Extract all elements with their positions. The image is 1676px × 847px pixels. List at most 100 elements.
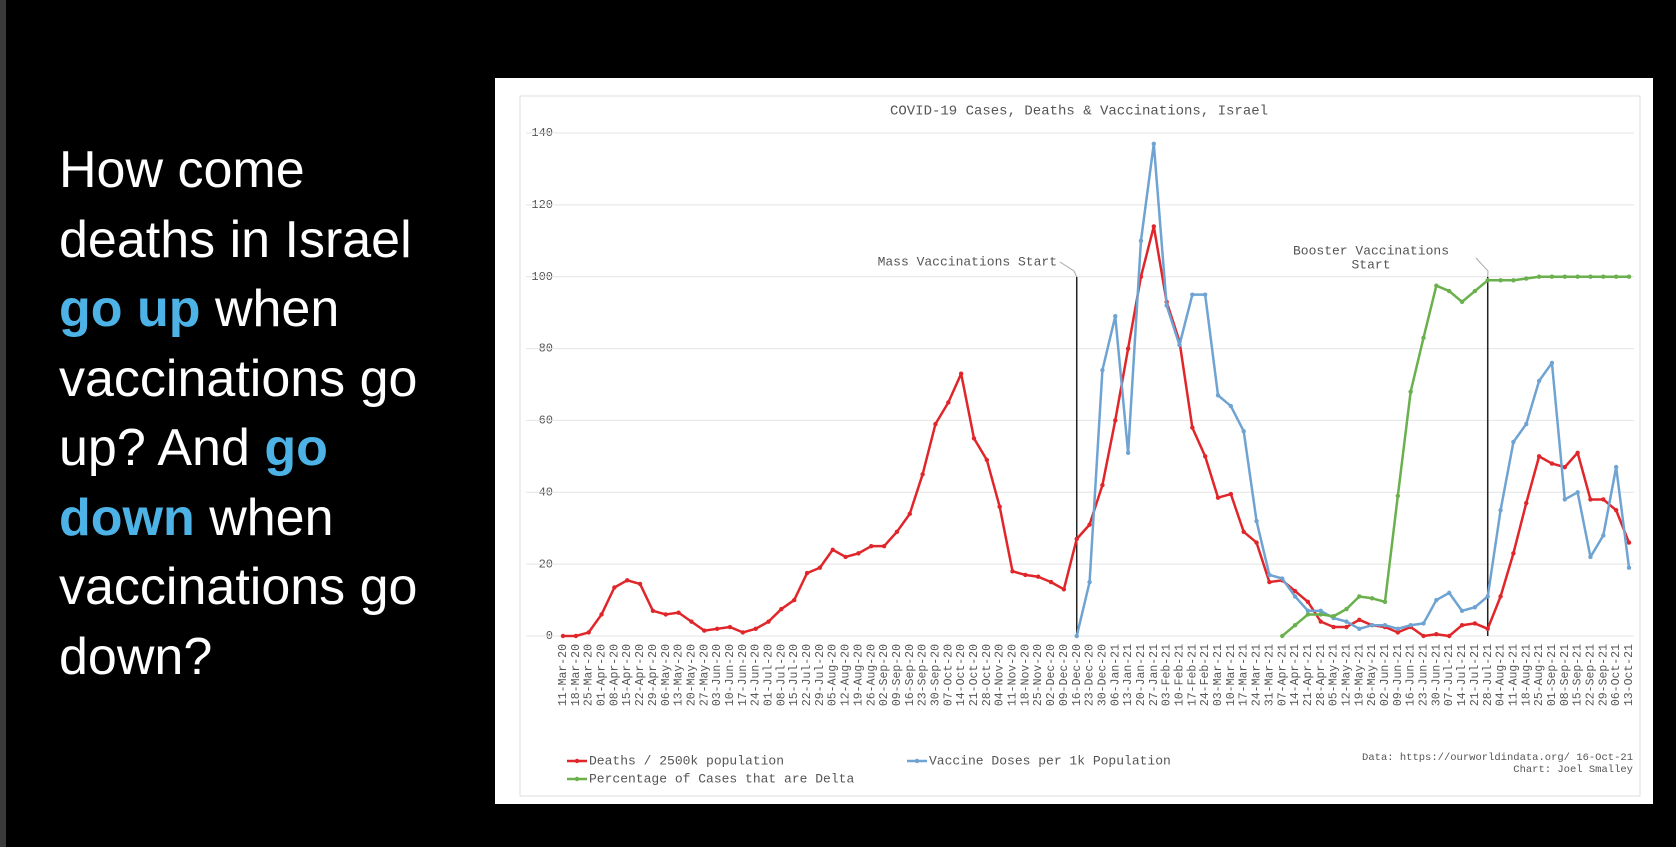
x-tick-label: 10-Feb-21	[1174, 644, 1187, 706]
x-tick-label: 25-Mar-20	[583, 644, 596, 706]
point	[1524, 276, 1529, 281]
x-tick-label: 14-Oct-20	[955, 644, 968, 706]
point	[1357, 626, 1362, 632]
point	[933, 421, 938, 427]
point	[1048, 579, 1054, 585]
point	[753, 626, 758, 632]
point	[702, 628, 707, 633]
point	[1369, 596, 1375, 601]
x-tick-label: 21-Apr-21	[1302, 644, 1315, 706]
point	[1562, 274, 1567, 279]
point	[612, 585, 617, 590]
point	[1524, 500, 1529, 506]
point	[1472, 621, 1478, 626]
point	[1446, 590, 1452, 596]
point	[1395, 626, 1401, 632]
x-tick-label: 25-Nov-20	[1032, 644, 1045, 706]
x-tick-label: 16-Dec-20	[1071, 644, 1084, 706]
point	[714, 626, 720, 632]
text-line: How come	[59, 136, 417, 206]
x-tick-label: 23-Jun-21	[1418, 644, 1431, 706]
point	[1524, 421, 1529, 427]
point	[1125, 450, 1131, 455]
point	[997, 504, 1002, 509]
legend-swatch-dot	[914, 758, 920, 764]
annotation: Start	[1351, 257, 1390, 272]
point	[1074, 633, 1079, 639]
x-tick-label: 23-Dec-20	[1084, 644, 1097, 706]
x-tick-label: 04-Nov-20	[994, 644, 1007, 706]
x-tick-label: 03-Feb-21	[1161, 644, 1174, 706]
text: when	[200, 280, 340, 338]
x-tick-label: 13-Jan-21	[1122, 644, 1135, 706]
point	[971, 436, 977, 441]
x-tick-label: 28-Apr-21	[1315, 644, 1328, 706]
x-tick-label: 28-Oct-20	[981, 644, 994, 706]
point	[1010, 569, 1015, 574]
point	[625, 578, 630, 583]
series-line	[1075, 142, 1631, 637]
source-note: Data: https://ourworldindata.org/ 16-Oct…	[1362, 752, 1633, 764]
annotation: Booster Vaccinations	[1293, 243, 1449, 258]
x-tick-label: 24-Mar-21	[1251, 644, 1264, 706]
chart-panel	[495, 78, 1653, 804]
point	[1202, 454, 1208, 459]
text-line: vaccinations go	[59, 345, 417, 415]
point	[1280, 633, 1285, 639]
x-tick-label: 06-Jan-21	[1109, 644, 1122, 706]
x-tick-label: 22-Apr-20	[634, 644, 647, 706]
x-tick-label: 14-Apr-21	[1289, 644, 1302, 706]
point	[650, 608, 656, 614]
point	[1626, 274, 1632, 279]
point	[1036, 574, 1041, 579]
point	[1087, 522, 1092, 527]
text: vaccinations go	[59, 558, 418, 616]
point	[1549, 360, 1555, 366]
x-tick-label: 19-May-21	[1353, 644, 1366, 706]
point	[1369, 623, 1375, 628]
x-tick-label: 03-Mar-21	[1212, 644, 1225, 706]
x-tick-label: 27-Jan-21	[1148, 644, 1161, 706]
x-tick-label: 22-Sep-21	[1585, 644, 1598, 706]
point	[869, 543, 874, 549]
x-tick-label: 12-Aug-20	[840, 644, 853, 706]
point	[1292, 623, 1298, 628]
point	[1331, 614, 1336, 619]
x-tick-label: 07-Apr-21	[1276, 644, 1289, 706]
point	[1344, 624, 1349, 630]
point	[984, 457, 990, 463]
point	[1395, 630, 1401, 635]
point	[1434, 283, 1439, 288]
point	[1562, 497, 1567, 502]
point	[804, 570, 810, 576]
x-tick-label: 02-Sep-20	[878, 644, 891, 706]
point	[1280, 576, 1285, 581]
point	[907, 511, 912, 517]
point	[1613, 464, 1619, 470]
x-tick-label: 29-Jul-20	[814, 644, 827, 706]
legend-swatch-dot	[574, 758, 580, 764]
point	[1613, 508, 1619, 513]
x-tick-label: 30-Sep-20	[929, 644, 942, 706]
highlight-text: go up	[59, 280, 201, 338]
point	[1292, 594, 1298, 599]
point	[1485, 626, 1490, 632]
x-tick-label: 05-Aug-20	[827, 644, 840, 706]
point	[676, 610, 681, 615]
point	[1549, 274, 1555, 279]
x-tick-label: 20-May-20	[685, 644, 698, 706]
point	[1498, 508, 1503, 513]
point	[1190, 292, 1195, 297]
point	[1241, 529, 1246, 535]
leader-line	[1475, 257, 1489, 278]
x-tick-label: 08-Jul-20	[775, 644, 788, 706]
point	[1061, 587, 1067, 592]
point	[946, 400, 951, 405]
x-tick-label: 30-Jun-21	[1430, 644, 1443, 706]
point	[637, 581, 643, 587]
point	[1087, 579, 1092, 585]
point	[1215, 495, 1221, 500]
point	[573, 633, 579, 639]
point	[1151, 141, 1156, 146]
point	[1588, 497, 1593, 502]
